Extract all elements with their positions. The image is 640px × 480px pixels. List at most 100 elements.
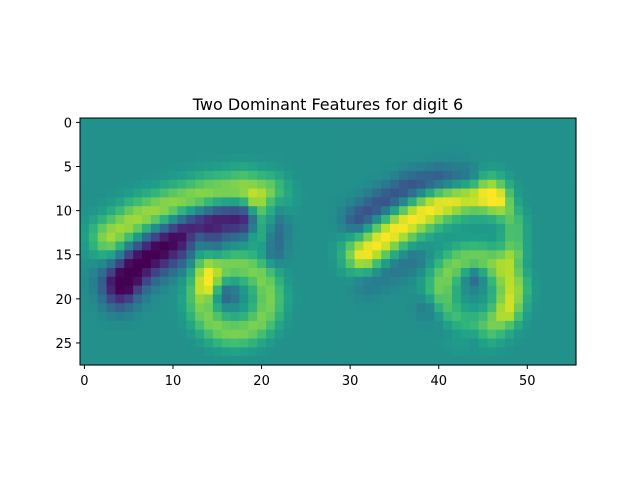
heatmap-cell — [425, 329, 435, 340]
heatmap-cell — [97, 356, 108, 366]
heatmap-cell — [239, 118, 249, 128]
heatmap-cell — [186, 241, 196, 251]
heatmap-cell — [531, 320, 542, 331]
heatmap-cell — [345, 303, 356, 313]
heatmap-cell — [460, 303, 471, 313]
heatmap-cell — [496, 329, 506, 340]
heatmap-cell — [381, 276, 391, 287]
heatmap-cell — [106, 267, 117, 278]
heatmap-cell — [469, 223, 480, 234]
heatmap-cell — [212, 118, 223, 128]
heatmap-cell — [425, 206, 435, 216]
heatmap-cell — [283, 320, 294, 331]
heatmap-cell — [177, 241, 187, 251]
heatmap-cell — [106, 126, 117, 137]
heatmap-cell — [80, 329, 90, 340]
heatmap-cell — [390, 126, 400, 137]
heatmap-cell — [398, 232, 409, 243]
heatmap-cell — [452, 285, 462, 296]
heatmap-cell — [469, 312, 480, 322]
heatmap-cell — [124, 135, 134, 146]
heatmap-cell — [478, 241, 489, 251]
heatmap-cell — [106, 276, 117, 287]
heatmap-cell — [106, 250, 117, 260]
heatmap-cell — [88, 223, 99, 234]
heatmap-cell — [416, 232, 427, 243]
heatmap-cell — [248, 232, 258, 243]
heatmap-cell — [274, 179, 285, 190]
heatmap-cell — [142, 206, 152, 216]
heatmap-cell — [452, 347, 462, 357]
heatmap-cell — [549, 241, 559, 251]
heatmap-cell — [469, 303, 480, 313]
heatmap-cell — [514, 303, 524, 313]
heatmap-cell — [390, 153, 400, 163]
heatmap-cell — [248, 320, 258, 331]
heatmap-cell — [168, 285, 179, 296]
heatmap-cell — [142, 241, 152, 251]
heatmap-cell — [443, 259, 453, 269]
heatmap-cell — [115, 197, 125, 207]
heatmap-cell — [372, 170, 382, 181]
heatmap-cell — [549, 294, 559, 304]
heatmap-cell — [328, 206, 338, 216]
heatmap-cell — [469, 170, 480, 181]
heatmap-cell — [443, 188, 453, 198]
heatmap-cell — [336, 285, 347, 296]
heatmap-cell — [150, 356, 161, 366]
heatmap-cell — [407, 294, 418, 304]
heatmap-cell — [150, 267, 161, 278]
heatmap-cell — [142, 259, 152, 269]
heatmap-cell — [522, 312, 533, 322]
heatmap-cell — [150, 347, 161, 357]
heatmap-cell — [301, 329, 311, 340]
heatmap-cell — [398, 197, 409, 207]
heatmap-cell — [328, 241, 338, 251]
heatmap-cell — [496, 135, 506, 146]
heatmap-cell — [487, 241, 497, 251]
heatmap-cell — [292, 329, 303, 340]
heatmap-cell — [301, 338, 311, 348]
heatmap-cell — [434, 197, 444, 207]
heatmap-cell — [434, 338, 444, 348]
heatmap-cell — [549, 232, 559, 243]
heatmap-cell — [478, 153, 489, 163]
heatmap-cell — [204, 303, 214, 313]
heatmap-cell — [345, 347, 356, 357]
heatmap-cell — [469, 259, 480, 269]
heatmap-cell — [186, 259, 196, 269]
axes-frame — [79, 117, 577, 366]
heatmap-cell — [115, 126, 125, 137]
heatmap-cell — [345, 329, 356, 340]
heatmap-cell — [531, 241, 542, 251]
heatmap-cell — [478, 338, 489, 348]
heatmap-cell — [478, 329, 489, 340]
heatmap-cell — [221, 338, 232, 348]
heatmap-cell — [363, 126, 373, 137]
heatmap-cell — [319, 303, 329, 313]
heatmap-cell — [115, 303, 125, 313]
heatmap-cell — [328, 162, 338, 172]
heatmap-cell — [319, 276, 329, 287]
heatmap-cell — [558, 320, 568, 331]
heatmap-cell — [505, 206, 515, 216]
heatmap-cell — [558, 312, 568, 322]
heatmap-cell — [567, 118, 577, 128]
heatmap-cell — [363, 170, 373, 181]
heatmap-cell — [230, 347, 241, 357]
heatmap-cell — [133, 170, 143, 181]
heatmap-cell — [540, 197, 551, 207]
heatmap-cell — [336, 215, 347, 225]
heatmap-cell — [301, 303, 311, 313]
heatmap-cell — [283, 162, 294, 172]
heatmap-cell — [204, 206, 214, 216]
heatmap-cell — [221, 276, 232, 287]
heatmap-cell — [478, 170, 489, 181]
heatmap-cell — [221, 294, 232, 304]
heatmap-cell — [80, 170, 90, 181]
heatmap-cell — [204, 294, 214, 304]
heatmap-cell — [257, 118, 267, 128]
heatmap-cell — [266, 303, 276, 313]
heatmap-cell — [310, 162, 320, 172]
heatmap-cell — [106, 135, 117, 146]
